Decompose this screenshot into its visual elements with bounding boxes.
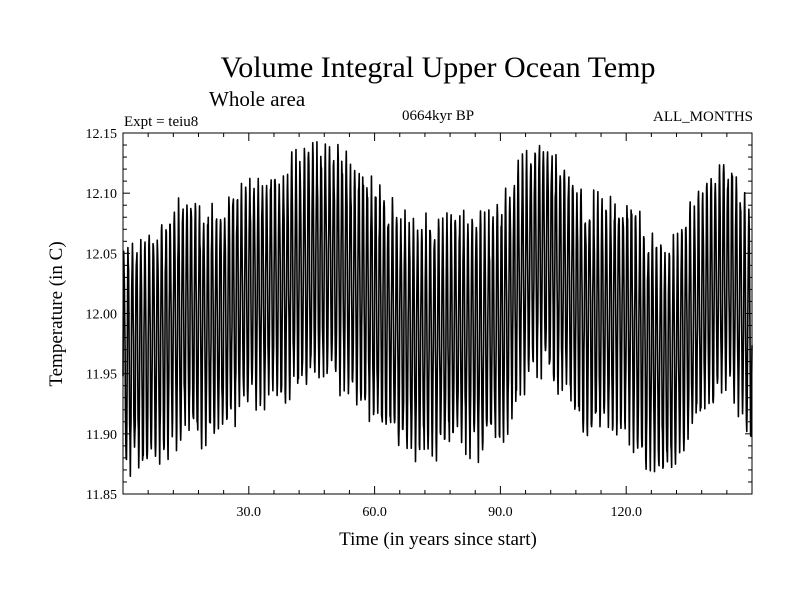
x-tick-label: 90.0	[488, 505, 513, 520]
y-tick-label: 12.10	[86, 187, 118, 202]
period-label: 0664kyr BP	[402, 108, 474, 124]
y-axis-label: Temperature (in C)	[46, 241, 67, 386]
x-tick-label: 60.0	[362, 505, 387, 520]
chart-subtitle: Whole area	[209, 87, 306, 111]
series-line	[122, 141, 753, 478]
y-tick-label: 11.95	[86, 368, 117, 383]
experiment-label: Expt = teiu8	[124, 114, 198, 130]
y-tick-label: 12.15	[86, 127, 118, 142]
y-tick-label: 12.00	[86, 308, 118, 323]
y-tick-label: 11.85	[86, 488, 117, 503]
x-axis-label: Time (in years since start)	[339, 529, 537, 550]
series-layer	[122, 141, 753, 478]
chart-title: Volume Integral Upper Ocean Temp	[221, 51, 656, 84]
y-tick-label: 12.05	[86, 247, 118, 262]
x-tick-label: 120.0	[610, 505, 642, 520]
months-label: ALL_MONTHS	[653, 109, 753, 125]
tick-layer: 11.85 11.90 11.95 12.00 12.05 12.10 12.15 30.0 6…	[86, 127, 752, 520]
y-tick-label: 11.90	[86, 428, 117, 443]
x-tick-label: 30.0	[237, 505, 262, 520]
